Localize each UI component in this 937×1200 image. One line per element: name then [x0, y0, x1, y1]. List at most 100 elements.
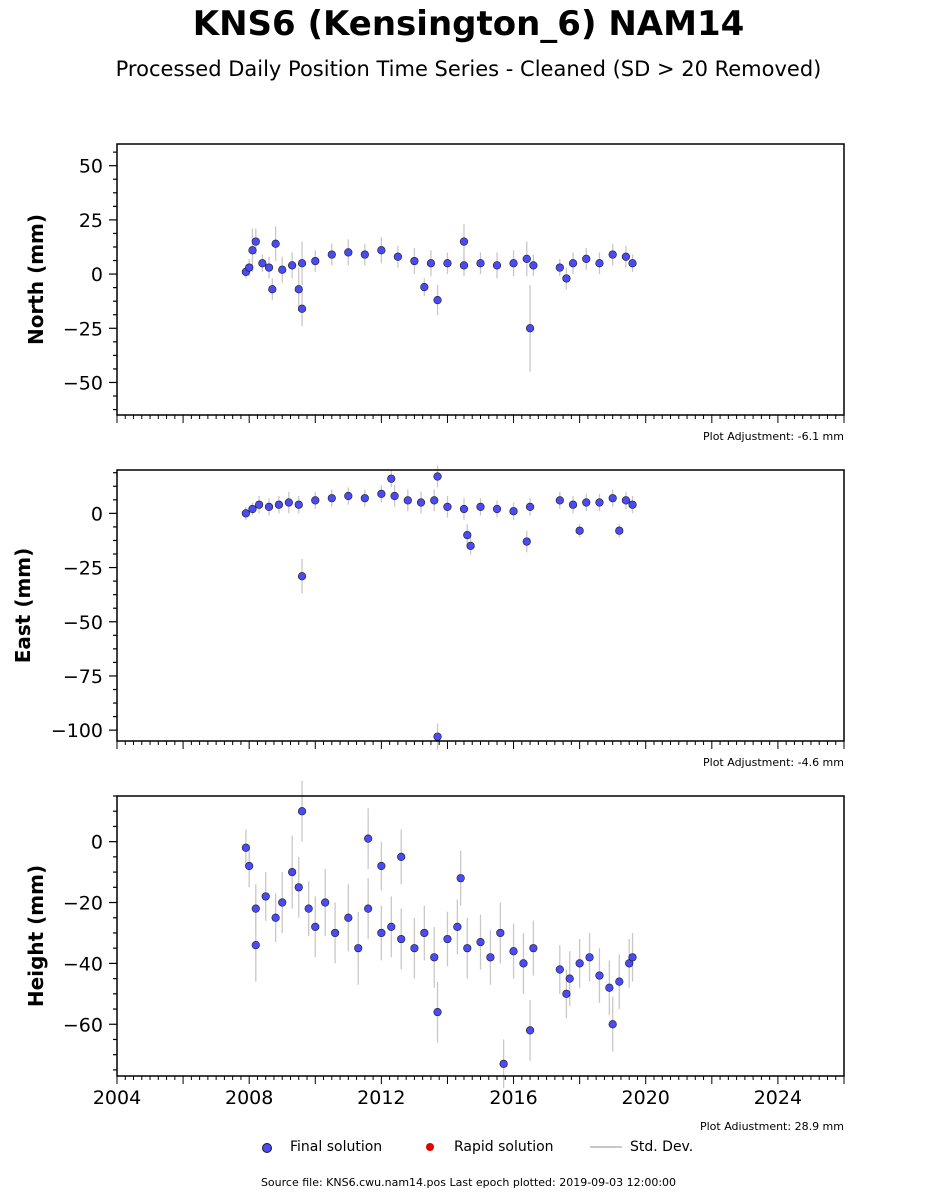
- data-point: [278, 898, 287, 907]
- data-point: [344, 491, 353, 501]
- data-point: [426, 259, 436, 268]
- data-point: [271, 913, 280, 922]
- legend-item-final: Final solution: [256, 1136, 382, 1158]
- data-point: [397, 852, 406, 861]
- data-point: [433, 1007, 442, 1017]
- data-point: [321, 898, 330, 907]
- panel-frame: [116, 795, 845, 1077]
- data-point: [261, 892, 270, 901]
- data-point: [410, 944, 419, 953]
- data-point: [433, 732, 442, 741]
- data-point: [241, 509, 250, 518]
- data-point: [360, 494, 369, 503]
- data-point: [387, 474, 396, 483]
- data-point: [459, 237, 469, 246]
- plot-adjustment-note: Plot Adjustment: -4.6 mm: [703, 756, 844, 769]
- data-point: [525, 502, 535, 511]
- data-point: [509, 507, 518, 516]
- data-point: [387, 922, 396, 931]
- y-tick-label: −75: [63, 666, 103, 688]
- y-tick-label: −50: [63, 372, 103, 394]
- data-point: [377, 246, 386, 255]
- data-point: [403, 496, 412, 505]
- chart-subtitle: Processed Daily Position Time Series - C…: [115, 57, 822, 81]
- x-tick-label: 2008: [225, 1087, 273, 1109]
- data-point: [608, 250, 617, 259]
- legend-item-stddev: Std. Dev.: [590, 1136, 693, 1158]
- data-point: [492, 504, 502, 514]
- y-tick-label: −20: [63, 893, 103, 915]
- data-point: [297, 304, 307, 313]
- data-point: [245, 861, 254, 871]
- plot-area: −50 −25 0 25 50 North (mm) Plot Adjustment: -6…: [11, 143, 845, 1130]
- data-point: [430, 953, 439, 962]
- plot-adjustment-note: Plot Adjustment: 28.9 mm: [700, 1120, 844, 1130]
- data-point: [278, 265, 287, 274]
- data-point: [248, 246, 257, 255]
- data-point: [582, 254, 591, 264]
- data-point: [393, 252, 402, 261]
- data-point: [466, 541, 475, 550]
- x-tick-label: 2016: [489, 1087, 537, 1109]
- data-point: [304, 904, 313, 913]
- y-tick-label: 25: [79, 210, 103, 232]
- data-point: [245, 263, 254, 272]
- data-point: [582, 498, 591, 507]
- stddev-line-icon: [590, 1137, 622, 1157]
- y-tick-label: 0: [91, 264, 103, 286]
- y-tick-label: −25: [63, 318, 103, 340]
- data-point: [459, 261, 469, 270]
- data-point: [453, 922, 462, 931]
- data-point: [331, 928, 340, 938]
- legend: Final solution Rapid solution Std. Dev.: [0, 1136, 937, 1158]
- data-point: [509, 259, 518, 268]
- data-point: [608, 494, 617, 503]
- plot-adjustment-note: Plot Adjustment: -6.1 mm: [703, 430, 844, 443]
- data-point: [251, 237, 260, 246]
- data-point: [311, 256, 320, 266]
- data-point: [294, 285, 303, 294]
- data-point: [433, 295, 442, 305]
- legend-item-rapid: Rapid solution: [420, 1136, 554, 1158]
- data-point: [264, 263, 274, 272]
- data-point: [420, 282, 429, 292]
- data-point: [555, 496, 564, 505]
- legend-label-final: Final solution: [290, 1139, 383, 1155]
- data-point: [621, 496, 631, 505]
- y-tick-label: −40: [63, 953, 103, 975]
- data-point: [456, 874, 465, 883]
- data-point: [608, 1020, 617, 1029]
- data-point: [288, 867, 297, 877]
- data-point: [509, 947, 518, 956]
- data-point: [377, 928, 386, 938]
- data-point: [555, 965, 564, 974]
- data-point: [615, 977, 624, 986]
- data-point: [562, 274, 571, 283]
- data-point: [297, 807, 307, 816]
- data-point: [297, 259, 307, 268]
- data-point: [416, 498, 426, 507]
- data-point: [628, 259, 637, 268]
- data-point: [430, 496, 439, 505]
- x-tick-label: 2024: [754, 1087, 802, 1109]
- final-marker-icon: [256, 1137, 276, 1157]
- data-point: [264, 502, 274, 511]
- rapid-marker-icon: [420, 1137, 440, 1157]
- data-point: [274, 500, 284, 509]
- data-point: [284, 498, 293, 507]
- panel-frame: [116, 143, 845, 416]
- y-tick-label: −100: [51, 720, 103, 742]
- data-point: [525, 1026, 535, 1035]
- data-point: [433, 472, 442, 481]
- data-point: [555, 263, 564, 272]
- x-tick-label: 2012: [357, 1087, 405, 1109]
- data-point: [268, 285, 277, 294]
- data-point: [377, 489, 386, 498]
- y-tick-label: −25: [63, 558, 103, 580]
- y-tick-label: 50: [79, 156, 103, 178]
- data-point: [311, 496, 320, 505]
- data-point: [390, 491, 399, 501]
- data-point: [568, 500, 578, 509]
- data-point: [248, 504, 257, 514]
- data-point: [377, 861, 386, 871]
